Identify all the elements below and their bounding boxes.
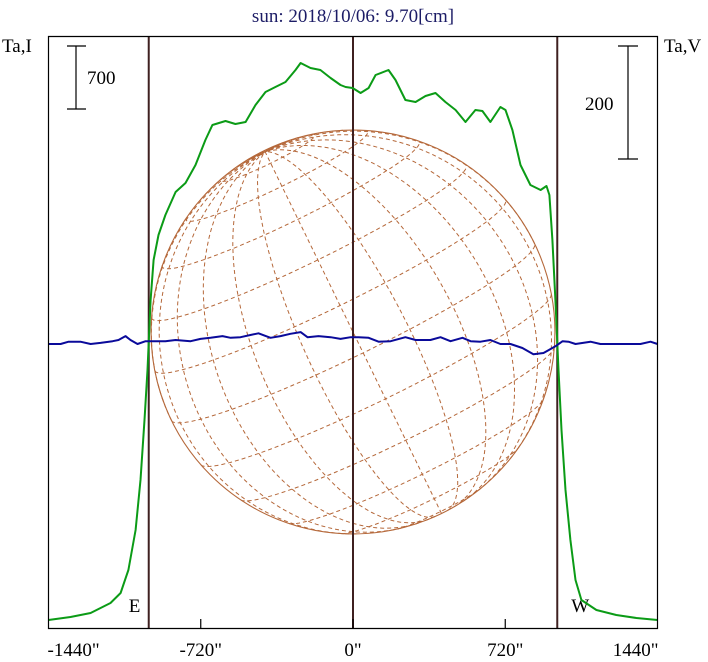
x-tick-label: -720": [179, 640, 222, 661]
longitude-line: [264, 134, 553, 460]
x-tick-label: -1440": [48, 640, 100, 661]
longitude-line: [232, 151, 429, 524]
longitude-line: [264, 145, 515, 502]
right-axis-label: Ta,V: [664, 36, 701, 57]
intensity-series-line: [48, 62, 658, 621]
chart-title: sun: 2018/10/06: 9.70[cm]: [252, 6, 454, 27]
series-lines: [48, 62, 658, 621]
x-tick-label: 720": [487, 640, 523, 661]
x-tick-label: 1440": [613, 640, 659, 661]
x-axis: -1440" -720" 0" 720" 1440": [48, 619, 659, 661]
solar-disk: [150, 129, 556, 535]
longitude-line: [158, 151, 357, 535]
longitude-line: [264, 147, 270, 153]
latitude-line: [396, 487, 482, 530]
right-scale-bar: 200: [585, 45, 638, 160]
longitude-line: [264, 149, 487, 508]
longitude-line: [264, 130, 535, 244]
latitude-line: [185, 130, 369, 222]
longitude-line: [202, 151, 419, 529]
limb-marker-label: E: [129, 596, 141, 617]
longitude-line: [264, 151, 442, 514]
latitude-line: [240, 346, 555, 502]
latitude-line: [220, 133, 316, 182]
x-tick-label: 0": [344, 640, 361, 661]
polarization-series-line: [48, 331, 658, 356]
left-scale-bar-label: 700: [87, 68, 116, 89]
longitude-line: [150, 151, 266, 421]
longitude-line: [264, 139, 539, 492]
plot-frame: [47, 35, 659, 630]
longitude-line: [264, 137, 299, 153]
right-scale-bar-label: 200: [585, 94, 614, 115]
left-axis-label: Ta,I: [2, 36, 32, 57]
left-scale-bar: 700: [67, 45, 116, 110]
latitude-line: [161, 140, 420, 270]
latitude-line: [341, 446, 520, 535]
longitude-line: [256, 151, 436, 518]
longitude-line: [176, 151, 402, 533]
longitude-line: [265, 151, 459, 511]
